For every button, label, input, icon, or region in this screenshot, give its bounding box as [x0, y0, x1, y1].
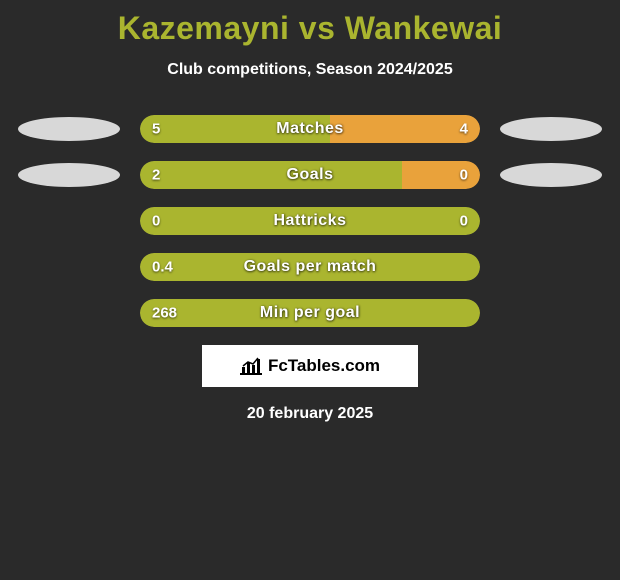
player-badge-right [500, 163, 602, 187]
stat-rows: 54Matches 20Goals 00Hattricks 0.4Goals per … [0, 115, 620, 327]
bar-segment-left [140, 299, 480, 327]
stat-row: 268Min per goal [0, 299, 620, 327]
stat-row: 54Matches [0, 115, 620, 143]
player-badge-left [18, 163, 120, 187]
comparison-subtitle: Club competitions, Season 2024/2025 [0, 61, 620, 79]
stat-bar: 0.4Goals per match [140, 253, 480, 281]
player-badge-right [500, 117, 602, 141]
bar-chart-icon [240, 357, 262, 375]
bar-segment-left [140, 253, 480, 281]
stat-row: 0.4Goals per match [0, 253, 620, 281]
bar-segment-left [140, 161, 402, 189]
comparison-title: Kazemayni vs Wankewai [0, 0, 620, 47]
stat-bar: 54Matches [140, 115, 480, 143]
stat-bar: 00Hattricks [140, 207, 480, 235]
bar-segment-left [140, 115, 330, 143]
stat-bar: 268Min per goal [140, 299, 480, 327]
stat-bar: 20Goals [140, 161, 480, 189]
player-badge-left [18, 117, 120, 141]
site-logo[interactable]: FcTables.com [202, 345, 418, 387]
bar-segment-right [330, 115, 480, 143]
stat-row: 00Hattricks [0, 207, 620, 235]
logo-text: FcTables.com [268, 356, 380, 376]
bar-segment-left [140, 207, 480, 235]
bar-segment-right [402, 161, 480, 189]
snapshot-date: 20 february 2025 [0, 405, 620, 423]
stat-row: 20Goals [0, 161, 620, 189]
